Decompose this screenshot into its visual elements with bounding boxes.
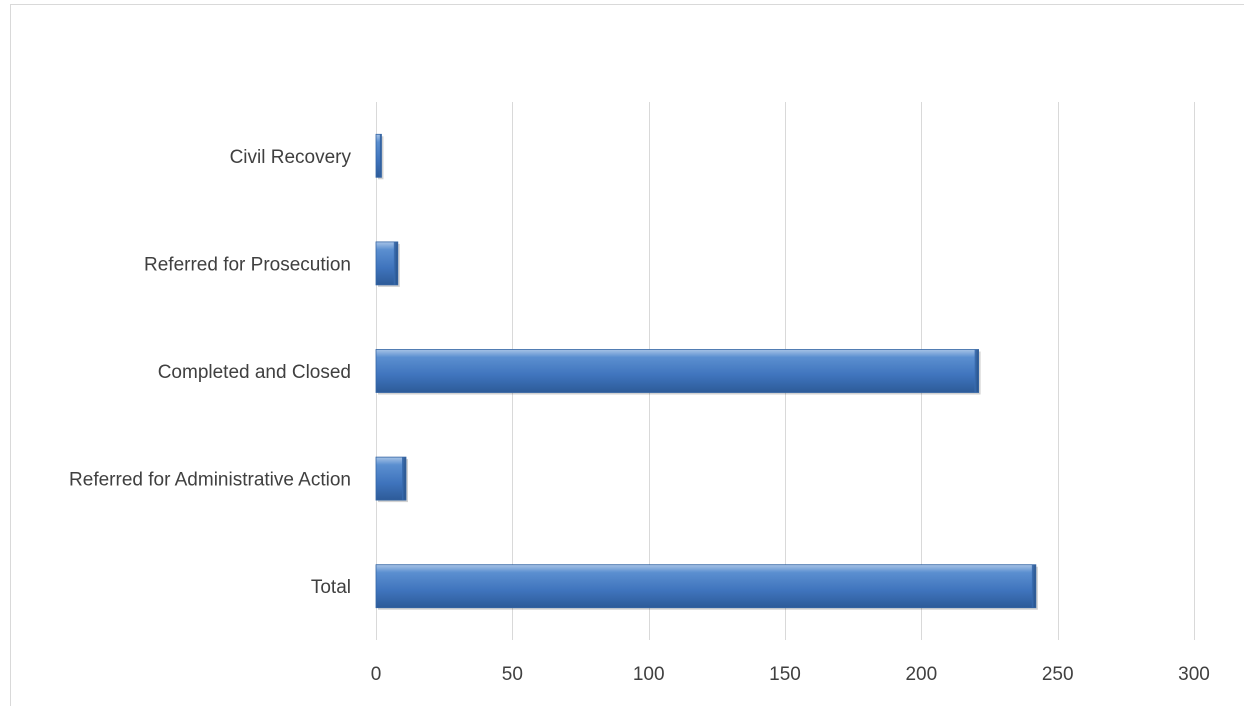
bar xyxy=(375,456,408,503)
category-label: Civil Recovery xyxy=(230,147,352,168)
bar xyxy=(375,241,400,287)
x-tick-label: 50 xyxy=(502,664,523,685)
x-tick-label: 250 xyxy=(1042,664,1074,685)
bar xyxy=(375,133,384,180)
x-tick-label: 150 xyxy=(769,664,801,685)
category-label: Total xyxy=(311,577,351,598)
category-label: Referred for Administrative Action xyxy=(69,470,351,491)
bar xyxy=(375,349,981,395)
x-tick-label: 200 xyxy=(905,664,937,685)
x-axis-tick-labels: 0 50 100 150 200 250 300 xyxy=(371,664,1210,685)
x-tick-label: 300 xyxy=(1178,664,1210,685)
bars xyxy=(375,133,1038,610)
bar xyxy=(375,564,1038,610)
category-labels: Civil Recovery Referred for Prosecution Co… xyxy=(69,147,351,598)
x-tick-label: 100 xyxy=(633,664,665,685)
category-label: Referred for Prosecution xyxy=(144,254,351,275)
category-label: Completed and Closed xyxy=(158,362,351,383)
x-tick-label: 0 xyxy=(371,664,382,685)
